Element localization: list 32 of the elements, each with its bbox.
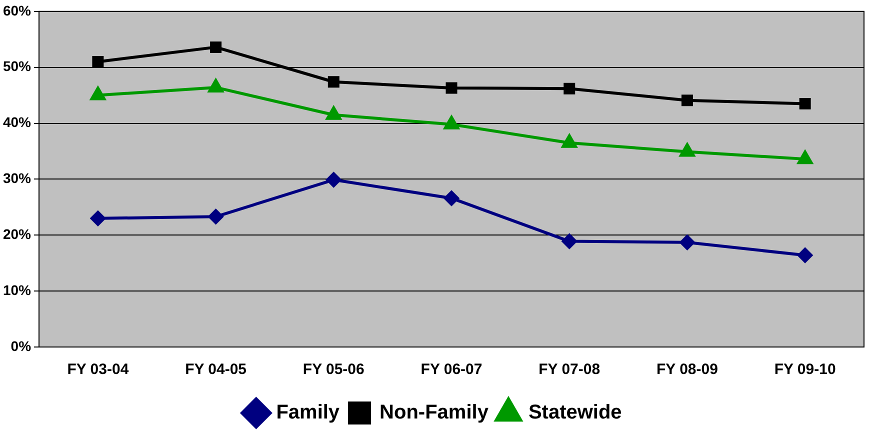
y-tick-label: 50% <box>2 58 32 74</box>
legend-label: Non-Family <box>380 402 490 424</box>
point <box>562 234 577 249</box>
x-tick-label: FY 08-09 <box>656 361 718 378</box>
point <box>210 41 222 53</box>
point <box>446 82 458 94</box>
x-tick-label: FY 09-10 <box>774 361 836 378</box>
y-tick-label: 30% <box>2 170 32 186</box>
x-tick-label: FY 03-04 <box>67 361 130 378</box>
y-tick-label: 20% <box>2 226 32 242</box>
legend-label: Statewide <box>528 402 622 424</box>
legend-label: Family <box>276 402 340 424</box>
point <box>564 82 576 94</box>
x-tick-label: FY 06-07 <box>420 361 482 378</box>
point <box>208 209 224 224</box>
y-tick-label: 10% <box>2 282 32 298</box>
point <box>681 94 693 106</box>
x-tick-label: FY 05-06 <box>302 361 364 378</box>
point <box>680 234 695 250</box>
y-tick-label: 60% <box>2 2 32 18</box>
y-tick-label: 0% <box>10 338 32 354</box>
x-tick-label: FY 07-08 <box>538 361 600 378</box>
point <box>798 150 813 164</box>
point <box>92 56 104 68</box>
x-tick-label: FY 04-05 <box>185 361 247 378</box>
point <box>90 210 106 226</box>
point <box>798 248 813 263</box>
y-tick-label: 40% <box>2 114 32 130</box>
point <box>328 76 340 88</box>
point <box>444 190 460 206</box>
point <box>799 98 811 110</box>
point <box>326 172 342 188</box>
